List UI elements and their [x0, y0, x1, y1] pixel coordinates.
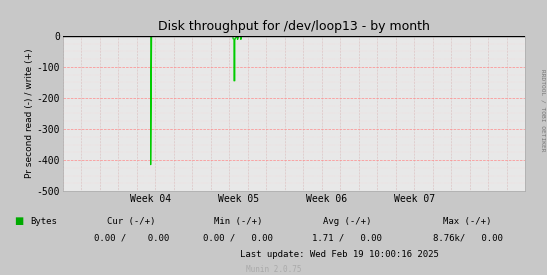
- Text: RRDTOOL / TOBI OETIKER: RRDTOOL / TOBI OETIKER: [540, 69, 546, 151]
- Title: Disk throughput for /dev/loop13 - by month: Disk throughput for /dev/loop13 - by mon…: [158, 20, 430, 33]
- Text: Max (-/+): Max (-/+): [444, 217, 492, 226]
- Text: Min (-/+): Min (-/+): [214, 217, 262, 226]
- Text: Munin 2.0.75: Munin 2.0.75: [246, 265, 301, 274]
- Text: 0.00 /   0.00: 0.00 / 0.00: [203, 233, 273, 242]
- Text: 0.00 /    0.00: 0.00 / 0.00: [94, 233, 169, 242]
- Text: Bytes: Bytes: [30, 217, 57, 226]
- Y-axis label: Pr second read (-) / write (+): Pr second read (-) / write (+): [25, 49, 34, 178]
- Text: 1.71 /   0.00: 1.71 / 0.00: [312, 233, 382, 242]
- Text: Cur (-/+): Cur (-/+): [107, 217, 155, 226]
- Text: ■: ■: [14, 216, 23, 226]
- Text: Last update: Wed Feb 19 10:00:16 2025: Last update: Wed Feb 19 10:00:16 2025: [240, 250, 439, 259]
- Text: 8.76k/   0.00: 8.76k/ 0.00: [433, 233, 503, 242]
- Text: Avg (-/+): Avg (-/+): [323, 217, 371, 226]
